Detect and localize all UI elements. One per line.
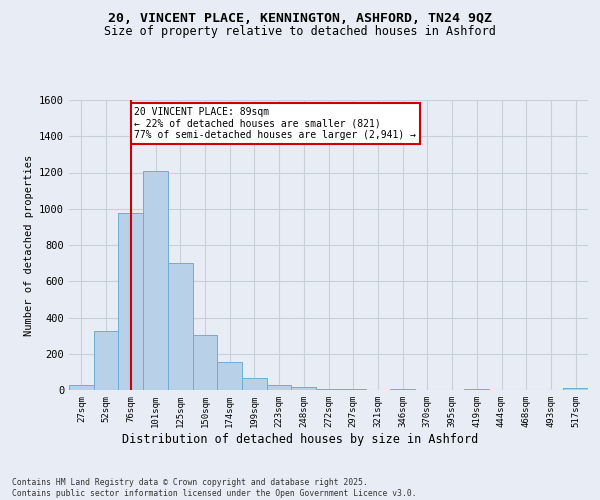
Text: 20 VINCENT PLACE: 89sqm
← 22% of detached houses are smaller (821)
77% of semi-d: 20 VINCENT PLACE: 89sqm ← 22% of detache… xyxy=(134,108,416,140)
Bar xyxy=(94,331,118,390)
Text: Contains HM Land Registry data © Crown copyright and database right 2025.
Contai: Contains HM Land Registry data © Crown c… xyxy=(12,478,416,498)
Bar xyxy=(69,386,94,390)
Text: Size of property relative to detached houses in Ashford: Size of property relative to detached ho… xyxy=(104,25,496,38)
Text: Distribution of detached houses by size in Ashford: Distribution of detached houses by size … xyxy=(122,432,478,446)
Bar xyxy=(464,389,489,390)
Bar xyxy=(242,378,267,390)
Y-axis label: Number of detached properties: Number of detached properties xyxy=(23,154,34,336)
Bar xyxy=(316,389,341,390)
Bar xyxy=(267,386,292,390)
Bar xyxy=(193,334,217,390)
Bar xyxy=(118,214,143,390)
Bar xyxy=(390,389,415,390)
Bar xyxy=(292,388,316,390)
Bar xyxy=(563,388,588,390)
Bar xyxy=(341,389,365,390)
Bar xyxy=(168,263,193,390)
Bar xyxy=(143,170,168,390)
Bar xyxy=(217,362,242,390)
Text: 20, VINCENT PLACE, KENNINGTON, ASHFORD, TN24 9QZ: 20, VINCENT PLACE, KENNINGTON, ASHFORD, … xyxy=(108,12,492,26)
